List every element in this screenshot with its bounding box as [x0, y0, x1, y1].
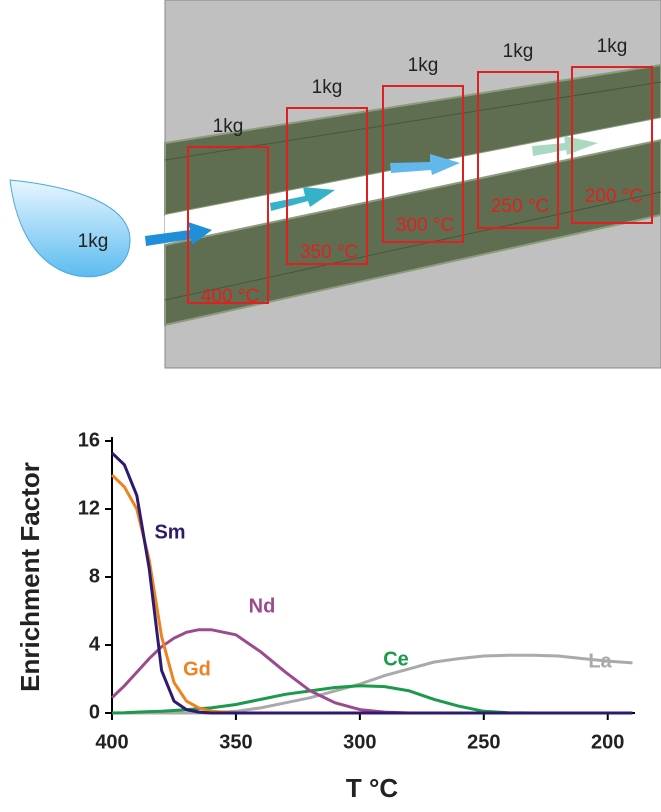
stage-mass: 1kg	[503, 41, 534, 62]
arrow	[390, 154, 460, 175]
series-label: La	[588, 650, 612, 672]
series-line	[112, 653, 633, 715]
y-tick-label: 0	[89, 701, 100, 723]
stages: 1kg 400 °C 1kg 350 °C 1kg 300 °C 1kg 250 °C 1kg 2…	[187, 36, 653, 307]
x-tick-label: 250	[467, 731, 500, 753]
arrow	[532, 136, 598, 156]
stage-box	[187, 146, 269, 304]
y-axis-title: Enrichment Factor	[15, 462, 45, 692]
y-tick-label: 12	[78, 497, 100, 519]
stage-box	[382, 85, 464, 243]
series-line	[110, 451, 633, 715]
stage-mass: 1kg	[597, 36, 628, 57]
fluid-drop	[9, 179, 131, 278]
y-tick-label: 16	[78, 429, 100, 451]
y-tick-label: 4	[89, 633, 101, 655]
arrow	[145, 222, 212, 246]
x-tick-label: 350	[219, 731, 252, 753]
series-label: Ce	[383, 648, 409, 670]
x-tick-label: 400	[95, 731, 128, 753]
source-label: 1kg	[78, 231, 109, 252]
stage-mass: 1kg	[213, 116, 244, 137]
series-label: Sm	[154, 521, 185, 543]
vein-lower	[164, 138, 661, 327]
stage-temperature: 200 °C	[585, 186, 643, 207]
stage-mass: 1kg	[408, 55, 439, 76]
stage-temperature: 400 °C	[201, 286, 259, 307]
series-label: Nd	[249, 595, 276, 617]
x-tick-label: 300	[343, 731, 376, 753]
stage-mass: 1kg	[312, 77, 343, 98]
chart: Enrichment Factor T °C 0 4 8 12 16 400 350 300 2…	[15, 429, 635, 803]
y-tick-label: 8	[89, 565, 100, 587]
stage-temperature: 350 °C	[300, 242, 358, 263]
stage-box	[286, 107, 368, 265]
stage-box	[477, 71, 559, 229]
stage-temperature: 250 °C	[491, 196, 549, 217]
x-tick-label: 200	[591, 731, 624, 753]
vein-upper	[164, 63, 661, 217]
diagram: 1kg 1kg 400 °C 1kg 350 °C 1kg 300 °C 1kg 250 °C…	[9, 0, 661, 369]
x-axis-title: T °C	[346, 773, 399, 803]
stage-box	[571, 66, 653, 224]
series-label: Gd	[183, 658, 211, 680]
stage-temperature: 300 °C	[396, 215, 454, 236]
vein-line	[164, 191, 661, 301]
